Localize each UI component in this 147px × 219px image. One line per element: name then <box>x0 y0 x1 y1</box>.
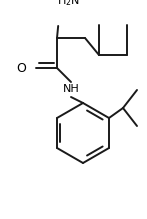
Text: H$_2$N: H$_2$N <box>56 0 80 8</box>
Text: NH: NH <box>63 84 79 94</box>
Text: O: O <box>17 62 26 74</box>
